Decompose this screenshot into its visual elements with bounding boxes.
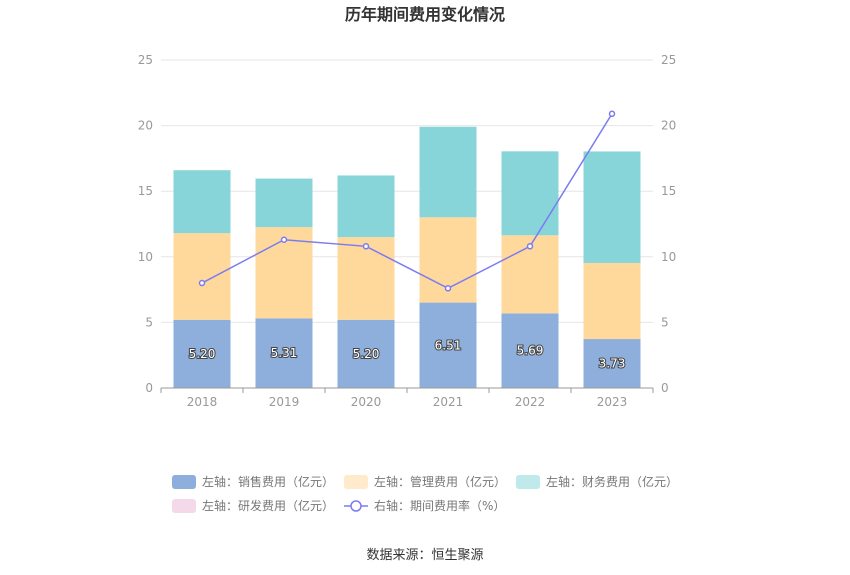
rate-point <box>608 110 616 118</box>
rate-point <box>280 236 288 243</box>
right-axis-tick-label: 10 <box>661 250 676 264</box>
legend-item[interactable]: 左轴：财务费用（亿元） <box>516 474 678 489</box>
x-axis-tick-label: 2021 <box>433 395 464 409</box>
legend-item[interactable]: 右轴：期间费用率（%） <box>344 498 505 513</box>
bar-segment <box>583 262 641 340</box>
bar-data-label: 5.20 <box>189 347 216 361</box>
right-axis-tick-label: 15 <box>661 184 676 198</box>
legend-swatch <box>172 475 196 489</box>
bar-segment <box>337 175 395 238</box>
left-axis-tick-label: 20 <box>138 119 153 133</box>
left-axis-tick-label: 0 <box>145 381 153 395</box>
bar-segment <box>583 151 641 263</box>
chart-title: 历年期间费用变化情况 <box>345 5 505 24</box>
left-axis-tick-label: 25 <box>138 53 153 67</box>
bar-segment <box>255 318 313 388</box>
legend-swatch <box>172 499 196 513</box>
bar-segment <box>337 319 395 388</box>
axes: 0 5 10 15 20 25 0 5 10 15 20 25 2018 2019 2020 2021 2022… <box>138 53 677 409</box>
bar-segment <box>501 151 559 236</box>
bar-segment <box>255 178 313 228</box>
legend-label: 左轴：研发费用（亿元） <box>202 498 334 513</box>
x-axis-tick-label: 2022 <box>515 395 546 409</box>
right-axis-tick-label: 25 <box>661 53 676 67</box>
bars: 5.20 5.31 5.20 6.51 5.69 3.73 <box>173 126 641 388</box>
left-axis-tick-label: 10 <box>138 250 153 264</box>
bar-segment <box>337 237 395 320</box>
bar-data-label: 6.51 <box>435 338 462 352</box>
legend-swatch <box>516 475 540 489</box>
legend-label: 左轴：管理费用（亿元） <box>374 474 506 489</box>
right-axis-tick-label: 5 <box>661 315 669 329</box>
bar-segment <box>501 313 559 388</box>
bar-segment <box>173 319 231 388</box>
left-axis-tick-label: 5 <box>145 315 153 329</box>
x-axis-tick-label: 2019 <box>269 395 300 409</box>
legend-swatch <box>344 475 368 489</box>
rate-point <box>198 279 206 287</box>
bar-segment <box>419 126 477 218</box>
legend-marker-swatch <box>350 500 362 512</box>
right-axis-tick-label: 20 <box>661 119 676 133</box>
bar-segment <box>173 170 231 234</box>
x-axis-tick-label: 2020 <box>351 395 382 409</box>
gridlines <box>161 59 653 323</box>
bar-segment <box>173 233 231 320</box>
x-axis-tick-label: 2023 <box>597 395 628 409</box>
left-axis-tick-label: 15 <box>138 184 153 198</box>
bar-data-label: 5.20 <box>353 347 380 361</box>
rate-point <box>362 243 370 250</box>
legend-item[interactable]: 左轴：研发费用（亿元） <box>172 498 334 513</box>
rate-point <box>526 243 534 250</box>
legend-item[interactable]: 左轴：销售费用（亿元） <box>172 474 334 489</box>
legend-label: 右轴：期间费用率（%） <box>374 498 505 513</box>
source-note: 数据来源：恒生聚源 <box>366 548 483 563</box>
legend-label: 左轴：销售费用（亿元） <box>202 474 334 489</box>
right-axis-tick-label: 0 <box>661 381 669 395</box>
bar-data-label: 5.31 <box>271 346 298 360</box>
bar-segment <box>583 339 641 388</box>
rate-line-path <box>201 113 613 290</box>
bar-data-label: 3.73 <box>599 357 626 371</box>
x-axis-tick-label: 2018 <box>187 395 218 409</box>
bar-segment <box>419 302 477 388</box>
rate-line <box>198 110 616 292</box>
legend-label: 左轴：财务费用（亿元） <box>546 474 678 489</box>
rate-point <box>444 285 452 292</box>
bar-data-label: 5.69 <box>517 344 544 358</box>
legend-item[interactable]: 左轴：管理费用（亿元） <box>344 474 506 489</box>
legend[interactable]: 左轴：销售费用（亿元） 左轴：管理费用（亿元） 左轴：财务费用（亿元） 左轴：研发费用… <box>172 474 678 513</box>
